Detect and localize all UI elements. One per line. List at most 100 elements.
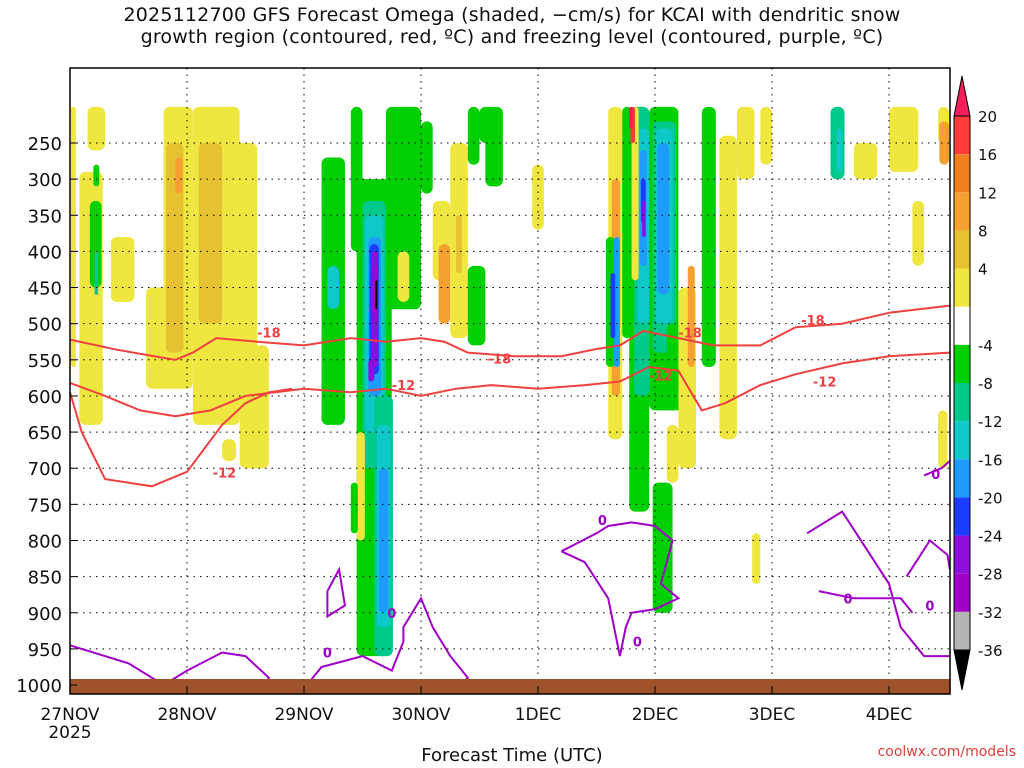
- omega-shade-cell: [165, 143, 184, 353]
- colorbar: 20 16 12 8 4 -4 -8 -12 -16 -20 -24 -28 -32 -36: [953, 75, 1003, 691]
- freezing-contour: [806, 510, 950, 658]
- colorbar-band: [954, 116, 970, 155]
- y-tick-label: 1000: [16, 676, 62, 697]
- omega-shade-cell: [642, 200, 646, 237]
- contour-label: -12: [213, 467, 237, 482]
- contour-label: 0: [931, 468, 940, 483]
- colorbar-band: [954, 421, 970, 460]
- colorbar-band: [954, 535, 970, 574]
- omega-shade-cell: [239, 345, 269, 469]
- omega-shade-cell: [198, 143, 223, 324]
- y-tick-label: 550: [28, 351, 62, 372]
- chart-title-line2: growth region (contoured, red, ºC) and f…: [140, 26, 884, 48]
- omega-shade-cell: [938, 410, 948, 469]
- colorbar-band: [954, 611, 970, 650]
- y-tick-label: 950: [28, 640, 62, 661]
- dgz-contour-minus12: [69, 351, 950, 418]
- contour-label: -18: [801, 314, 825, 329]
- omega-shade-cell: [397, 251, 410, 302]
- contour-label: -12: [392, 379, 416, 394]
- contour-label: 0: [633, 636, 642, 651]
- x-tick-label: 4DEC: [866, 705, 913, 725]
- contour-label: 0: [925, 600, 934, 615]
- colorbar-label: -32: [978, 604, 1003, 622]
- omega-shade-cell: [631, 106, 639, 281]
- dgz-contour-minus18: [69, 304, 950, 361]
- colorbar-band: [954, 497, 970, 536]
- omega-shade-cell: [889, 106, 919, 172]
- colorbar-label: 16: [978, 146, 997, 164]
- colorbar-band: [954, 344, 970, 383]
- colorbar-label: -24: [978, 528, 1003, 546]
- contour-label: -12: [649, 370, 673, 385]
- omega-shade-cell: [110, 236, 135, 302]
- colorbar-top-arrow: [953, 75, 971, 117]
- x-tick-label: 29NOV: [274, 705, 333, 725]
- omega-shade-cell: [356, 432, 365, 541]
- chart-title-line1: 2025112700 GFS Forecast Omega (shaded, −…: [123, 4, 901, 26]
- omega-shade-cell: [378, 468, 389, 613]
- contour-label: 0: [323, 647, 332, 662]
- y-tick-label: 300: [28, 170, 62, 191]
- y-tick-label: 350: [28, 206, 62, 227]
- contour-label: -18: [257, 326, 281, 341]
- y-tick-label: 400: [28, 242, 62, 263]
- colorbar-label: -28: [978, 566, 1003, 584]
- freezing-contour: [560, 521, 681, 657]
- omega-shade-cell: [72, 244, 76, 288]
- colorbar-label: 12: [978, 184, 997, 202]
- omega-shade-cell: [385, 106, 421, 310]
- x-tick-label: 28NOV: [157, 705, 216, 725]
- colorbar-band: [954, 383, 970, 422]
- y-tick-label: 750: [28, 495, 62, 516]
- colorbar-label: -36: [978, 642, 1003, 660]
- colorbar-band: [954, 306, 970, 345]
- freezing-contour: [905, 539, 951, 578]
- colorbar-label: 8: [978, 222, 988, 240]
- x-tick-label: 2DEC: [632, 705, 679, 725]
- omega-shade-cell: [93, 164, 100, 187]
- omega-shade-cell: [610, 273, 616, 339]
- y-tick-label: 650: [28, 423, 62, 444]
- omega-shade-cell: [485, 106, 503, 187]
- omega-shade-cell: [719, 135, 737, 440]
- omega-shade-cell: [94, 251, 99, 295]
- freezing-contour: [326, 566, 346, 619]
- omega-shade-cell: [71, 106, 76, 368]
- colorbar-label: 4: [978, 261, 988, 279]
- x-tick-label: 3DEC: [749, 705, 796, 725]
- y-tick-label: 500: [28, 315, 62, 336]
- freezing-contour: [818, 590, 914, 614]
- colorbar-label: 20: [978, 108, 997, 126]
- omega-shade-cell: [736, 106, 755, 180]
- x-tick-label: 30NOV: [391, 705, 450, 725]
- contour-label: -12: [813, 375, 837, 390]
- omega-shade-cell: [227, 143, 258, 396]
- y-tick-label: 600: [28, 387, 62, 408]
- contour-layer: -18 -18 -18 -18 -12 -12 -12 -12 0 0 0 0 0 0 0: [69, 304, 951, 690]
- y-tick-label: 700: [28, 459, 62, 480]
- x-tick-year: 2025: [48, 723, 91, 743]
- y-tick-label: 800: [28, 531, 62, 552]
- omega-shade-cell: [532, 164, 544, 230]
- omega-shade-cell: [375, 280, 378, 310]
- omega-shade-cell: [350, 482, 358, 534]
- colorbar-label: -16: [978, 451, 1003, 469]
- colorbar-label: -4: [978, 337, 993, 355]
- omega-shade-cell: [421, 121, 433, 194]
- omega-shade-cell: [687, 265, 695, 368]
- x-axis: 27NOV 28NOV 29NOV 30NOV 1DEC 2DEC 3DEC 4DEC 2025: [40, 686, 912, 743]
- omega-shade-cell: [657, 143, 670, 295]
- omega-shade-cell: [652, 482, 673, 613]
- colorbar-label: -8: [978, 375, 993, 393]
- omega-shade-cell: [701, 106, 716, 368]
- omega-shade-cell: [836, 128, 843, 172]
- contour-label: -18: [488, 352, 512, 367]
- omega-shade-cell: [467, 106, 480, 165]
- omega-shade-cell: [175, 157, 183, 194]
- omega-shade-cell: [629, 106, 633, 129]
- y-tick-label: 250: [28, 134, 62, 155]
- omega-shade-cell: [614, 236, 620, 368]
- omega-shade-cell: [456, 215, 462, 274]
